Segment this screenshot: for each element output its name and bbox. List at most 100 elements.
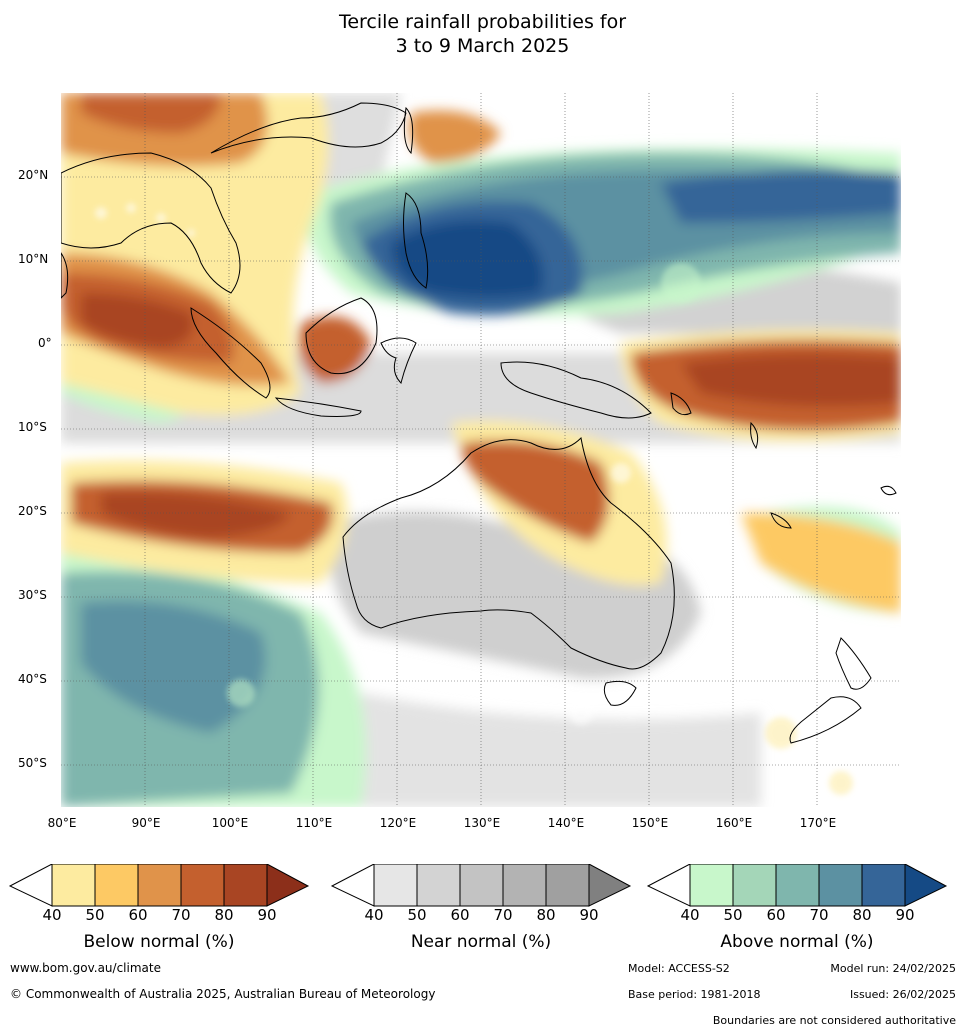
coastline-china xyxy=(210,102,407,154)
cbar-below-swatch-1 xyxy=(51,864,96,907)
map-gridlines xyxy=(61,93,901,807)
coastline-southeast-asia xyxy=(61,152,241,294)
below-normal-indochina-80 xyxy=(81,93,221,133)
cbar-below-tick-90: 90 xyxy=(257,906,277,924)
lon-label-110e: 110°E xyxy=(295,816,333,830)
cbar-above-tick-60: 60 xyxy=(766,906,786,924)
lat-label-10s: 10°S xyxy=(18,420,47,434)
lon-label-140e: 140°E xyxy=(547,816,585,830)
coastline-borneo xyxy=(305,297,378,375)
below-normal-taiwan-sea xyxy=(408,110,501,163)
cbar-near-swatch-4 xyxy=(502,864,547,907)
cbar-near-swatch-6 xyxy=(588,864,632,907)
cbar-above-swatch-0 xyxy=(646,864,691,907)
lat-label-40s: 40°S xyxy=(18,672,47,686)
lon-label-80e: 80°E xyxy=(47,816,77,830)
cbar-near-tick-60: 60 xyxy=(450,906,470,924)
coastline-solomon-islands xyxy=(670,392,692,416)
above-normal-central-pacific xyxy=(661,169,901,223)
lon-label-160e: 160°E xyxy=(715,816,753,830)
coastline-nz-south xyxy=(789,696,862,744)
cbar-near-tick-80: 80 xyxy=(536,906,556,924)
probability-fields xyxy=(61,93,901,807)
lon-label-100e: 100°E xyxy=(211,816,249,830)
cbar-near-swatch-5 xyxy=(545,864,590,907)
cbar-below-swatch-2 xyxy=(94,864,139,907)
cbar-above-swatch-2 xyxy=(732,864,777,907)
footer-model-run: Model run: 24/02/2025 xyxy=(830,962,956,975)
cbar-near-tick-90: 90 xyxy=(579,906,599,924)
lon-label-170e: 170°E xyxy=(799,816,837,830)
below-normal-borneo xyxy=(298,316,371,383)
cbar-below-swatch-6 xyxy=(266,864,310,907)
cbar-above-swatch-3 xyxy=(775,864,820,907)
cbar-below-tick-80: 80 xyxy=(214,906,234,924)
rainfall-map xyxy=(61,93,901,807)
footer-issued: Issued: 26/02/2025 xyxy=(849,988,956,1001)
cbar-below-tick-40: 40 xyxy=(42,906,62,924)
below-normal-indian-north-90 xyxy=(81,293,193,348)
coastline-tasmania xyxy=(603,680,637,706)
below-normal-coral-sea xyxy=(741,513,901,613)
colorbar-above-normal xyxy=(646,864,948,907)
lon-label-120e: 120°E xyxy=(379,816,417,830)
cbar-below-swatch-4 xyxy=(180,864,225,907)
cbar-above-tick-80: 80 xyxy=(852,906,872,924)
colorbar-below-normal xyxy=(8,864,310,907)
cbar-above-swatch-4 xyxy=(818,864,863,907)
below-normal-north-australia-80 xyxy=(461,440,609,543)
cbar-above-tick-70: 70 xyxy=(809,906,829,924)
cbar-above-title: Above normal (%) xyxy=(720,932,874,952)
map-canvas xyxy=(61,93,901,807)
lat-label-0: 0° xyxy=(38,336,52,350)
lon-label-90e: 90°E xyxy=(131,816,161,830)
cbar-above-swatch-6 xyxy=(904,864,948,907)
cbar-near-swatch-3 xyxy=(459,864,504,907)
cbar-near-tick-70: 70 xyxy=(493,906,513,924)
near-normal-south xyxy=(361,693,761,807)
lon-label-130e: 130°E xyxy=(463,816,501,830)
coastline-nz-north xyxy=(835,637,872,690)
cbar-below-swatch-3 xyxy=(137,864,182,907)
lat-label-20n: 20°N xyxy=(18,168,49,182)
cbar-near-title: Near normal (%) xyxy=(410,932,552,952)
cbar-above-swatch-1 xyxy=(689,864,734,907)
coastline-sulawesi xyxy=(380,337,417,384)
title-line-2: 3 to 9 March 2025 xyxy=(395,35,570,57)
footer-disclaimer: Boundaries are not considered authoritat… xyxy=(712,1014,956,1027)
coastlines xyxy=(61,102,897,744)
coastline-taiwan xyxy=(403,106,414,155)
cbar-below-tick-60: 60 xyxy=(128,906,148,924)
footer-url: www.bom.gov.au/climate xyxy=(10,961,161,975)
cbar-above-tick-50: 50 xyxy=(723,906,743,924)
cbar-below-title: Below normal (%) xyxy=(83,932,235,952)
map-title: Tercile rainfall probabilities for 3 to … xyxy=(0,10,965,58)
footer-model: Model: ACCESS-S2 xyxy=(628,962,730,975)
lat-label-20s: 20°S xyxy=(18,504,47,518)
cbar-below-tick-70: 70 xyxy=(171,906,191,924)
cbar-below-swatch-5 xyxy=(223,864,268,907)
coastline-sri-lanka xyxy=(61,252,69,299)
coastline-new-caledonia xyxy=(770,512,792,529)
cbar-near-swatch-0 xyxy=(330,864,375,907)
speckle-texture xyxy=(95,203,853,795)
coastline-vanuatu xyxy=(750,421,759,450)
coastline-new-guinea xyxy=(500,361,652,419)
cbar-near-swatch-1 xyxy=(373,864,418,907)
coastline-sumatra xyxy=(190,307,271,399)
below-normal-indian-south-90 xyxy=(101,492,291,538)
lon-label-150e: 150°E xyxy=(631,816,669,830)
above-normal-south-indian-80 xyxy=(81,601,266,733)
coastline-philippines xyxy=(403,192,429,289)
above-normal-philippines-core xyxy=(391,220,543,298)
lat-label-50s: 50°S xyxy=(18,756,47,770)
cbar-above-tick-90: 90 xyxy=(895,906,915,924)
coastline-java xyxy=(274,397,362,417)
cbar-near-tick-50: 50 xyxy=(407,906,427,924)
cbar-near-swatch-2 xyxy=(416,864,461,907)
title-line-1: Tercile rainfall probabilities for xyxy=(338,11,627,33)
cbar-near-tick-40: 40 xyxy=(364,906,384,924)
cbar-above-tick-40: 40 xyxy=(680,906,700,924)
colorbar-near-normal xyxy=(330,864,632,907)
lat-label-30s: 30°S xyxy=(18,588,47,602)
